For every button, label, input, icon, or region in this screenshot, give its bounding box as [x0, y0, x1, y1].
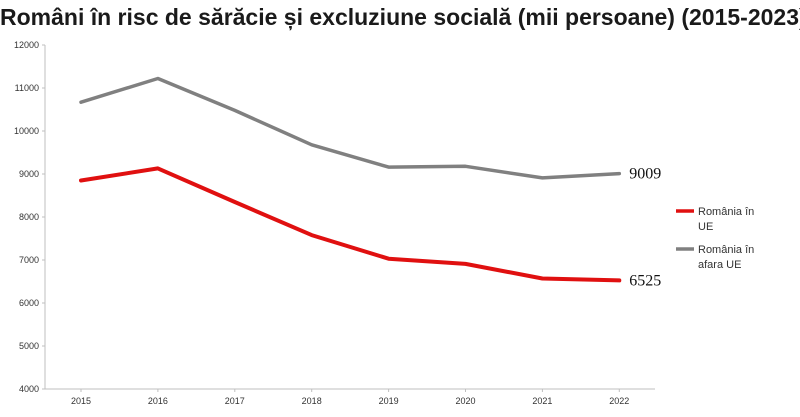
y-tick-label: 7000 [19, 255, 39, 265]
legend-label: România în [698, 206, 754, 218]
y-tick-label: 12000 [14, 40, 39, 50]
data-label: 9009 [629, 166, 661, 183]
x-tick-label: 2022 [609, 396, 629, 406]
x-tick-label: 2016 [148, 396, 168, 406]
legend-label: România în [698, 244, 754, 256]
y-tick-label: 6000 [19, 298, 39, 308]
data-label: 6525 [629, 272, 661, 289]
x-tick-label: 2017 [225, 396, 245, 406]
y-tick-label: 9000 [19, 169, 39, 179]
series-line [79, 76, 622, 180]
x-tick-label: 2015 [71, 396, 91, 406]
legend-label: afara UE [698, 259, 741, 271]
y-tick-label: 10000 [14, 126, 39, 136]
x-tick-label: 2021 [532, 396, 552, 406]
x-tick-label: 2020 [455, 396, 475, 406]
series-line [79, 166, 622, 283]
x-tick-label: 2018 [302, 396, 322, 406]
y-tick-label: 8000 [19, 212, 39, 222]
y-tick-label: 5000 [19, 341, 39, 351]
y-tick-label: 4000 [19, 384, 39, 394]
chart-title: Români în risc de sărăcie și excluziune … [0, 4, 800, 30]
y-tick-label: 11000 [15, 83, 39, 93]
x-tick-label: 2019 [379, 396, 399, 406]
legend-label: UE [698, 221, 713, 233]
